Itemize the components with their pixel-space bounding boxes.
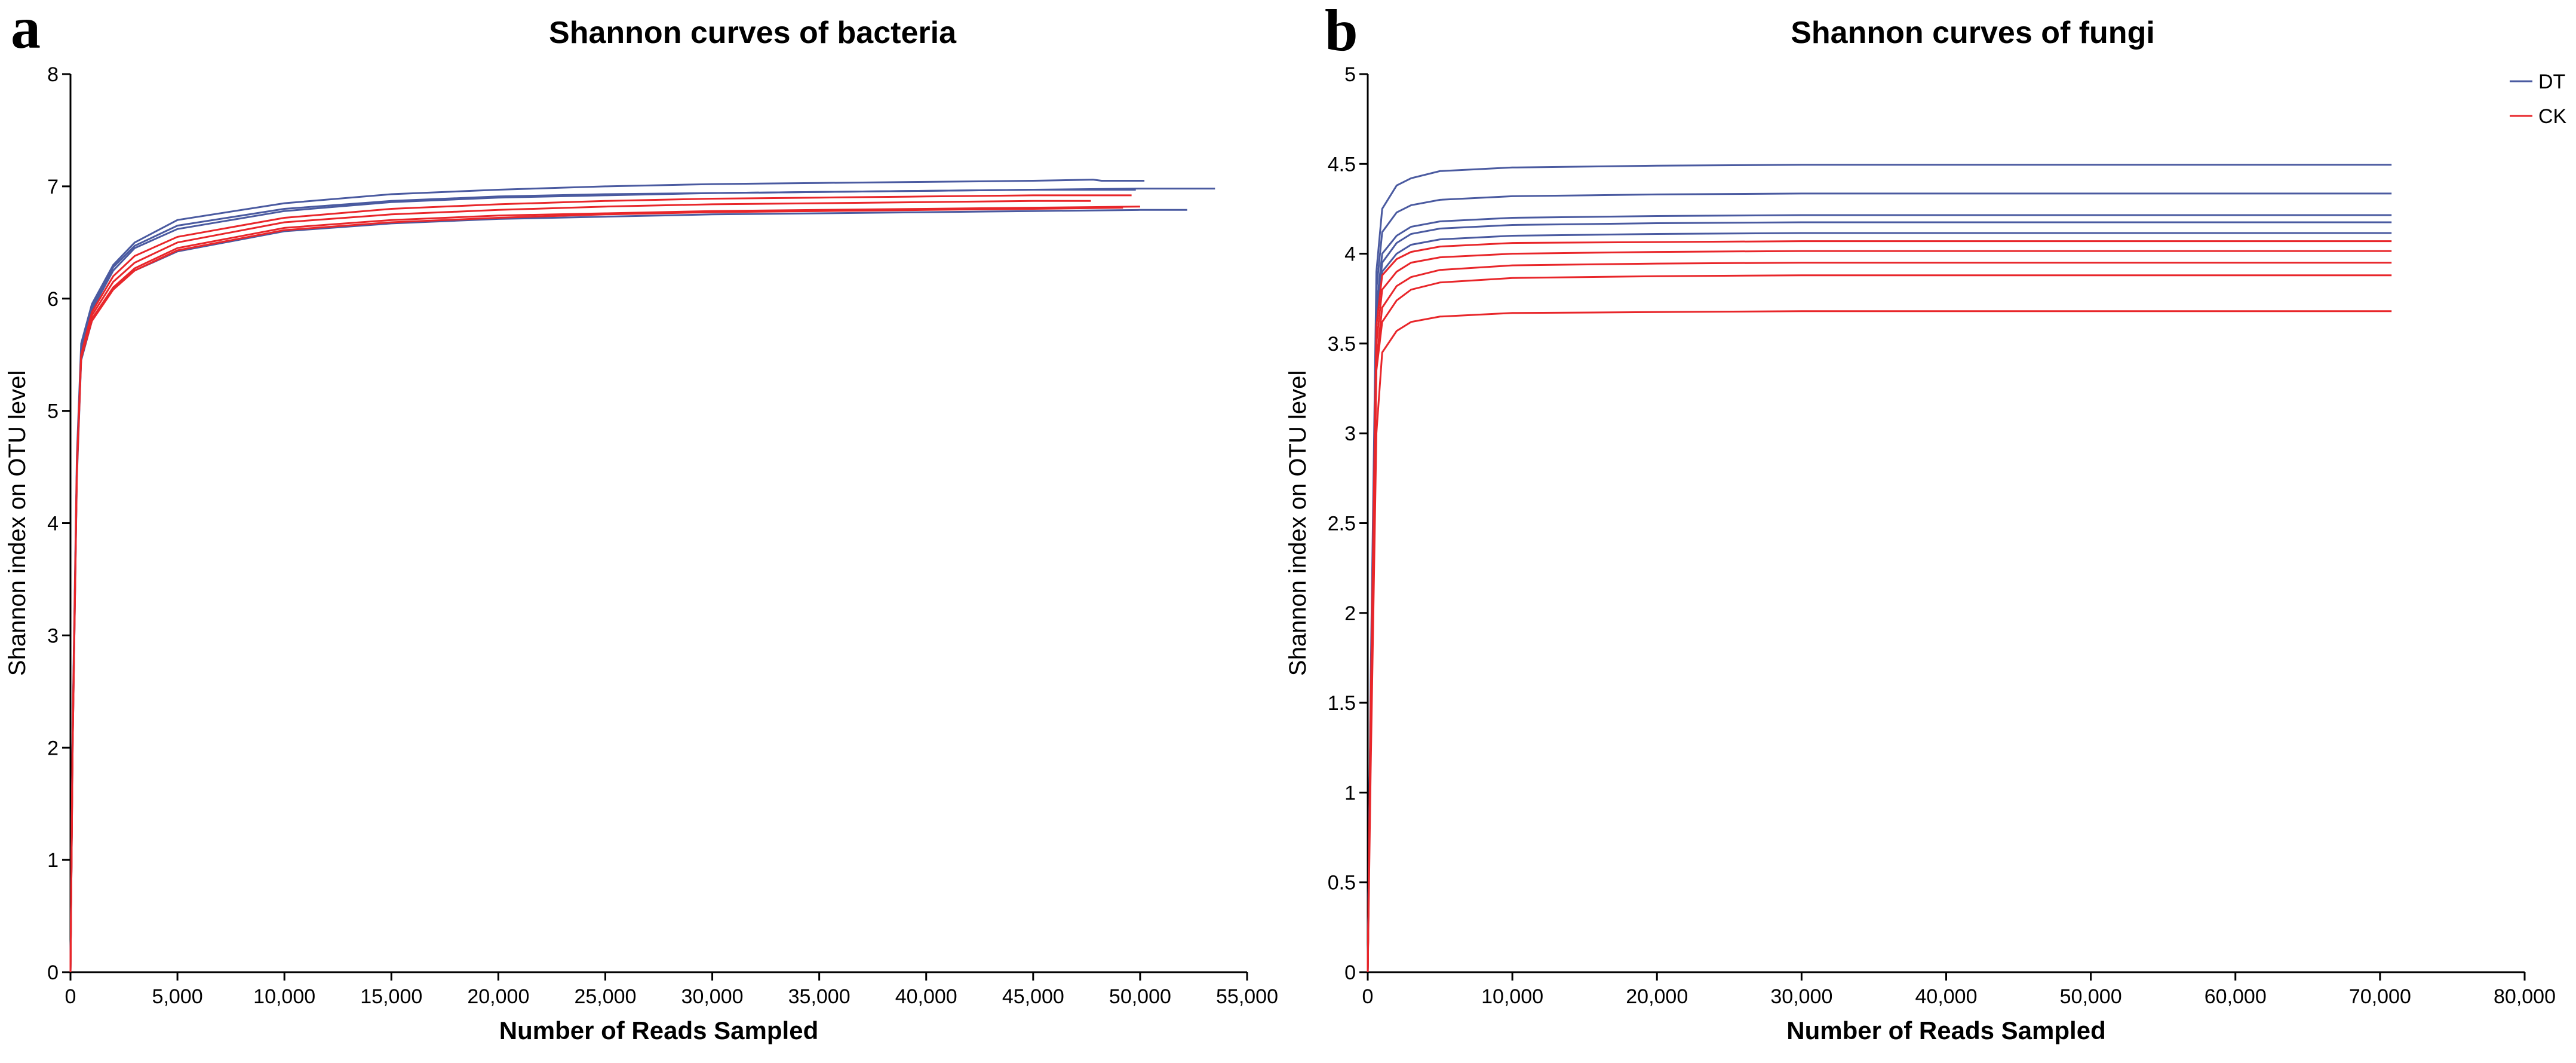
y-tick-label: 3	[1344, 422, 1356, 445]
series-line-ck	[1367, 274, 2392, 973]
y-axis-label: Shannon index on OTU level	[4, 370, 30, 676]
y-tick-label: 4	[1344, 243, 1356, 266]
series-line-ck	[69, 206, 1140, 973]
x-tick-label: 40,000	[895, 985, 957, 1008]
x-tick-label: 35,000	[788, 985, 851, 1008]
y-tick-label: 0.5	[1328, 872, 1356, 894]
y-tick-label: 8	[47, 63, 59, 86]
y-tick-label: 5	[1344, 63, 1356, 86]
legend-label: DT	[2538, 71, 2565, 93]
chart-title: Shannon curves of fungi	[1791, 16, 2155, 50]
series-line-dt	[1367, 164, 2392, 973]
y-tick-label: 2	[47, 737, 59, 759]
panel-label: b	[1325, 0, 1358, 63]
chart-title: Shannon curves of bacteria	[549, 16, 957, 50]
x-tick-label: 15,000	[360, 985, 422, 1008]
series-line-ck	[1367, 250, 2392, 973]
y-tick-label: 1.5	[1328, 692, 1356, 715]
x-tick-label: 0	[65, 985, 76, 1008]
y-tick-label: 0	[1344, 961, 1356, 984]
y-tick-label: 2.5	[1328, 513, 1356, 535]
x-tick-label: 20,000	[467, 985, 529, 1008]
y-tick-label: 6	[47, 288, 59, 311]
y-tick-label: 4	[47, 513, 59, 535]
series-line-dt	[69, 189, 1136, 973]
x-axis-label: Number of Reads Sampled	[499, 1016, 818, 1044]
y-tick-label: 0	[47, 961, 59, 984]
legend-label: CK	[2538, 105, 2567, 128]
y-tick-label: 1	[1344, 782, 1356, 804]
x-tick-label: 40,000	[1915, 985, 1978, 1008]
x-tick-label: 70,000	[2349, 985, 2411, 1008]
x-tick-label: 30,000	[1770, 985, 1832, 1008]
x-tick-label: 30,000	[681, 985, 744, 1008]
y-axis-label: Shannon index on OTU level	[1285, 370, 1311, 676]
series-line-dt	[69, 209, 1187, 973]
series-line-dt	[69, 188, 1215, 973]
x-tick-label: 60,000	[2205, 985, 2267, 1008]
x-tick-label: 45,000	[1002, 985, 1064, 1008]
x-axis-label: Number of Reads Sampled	[1786, 1016, 2105, 1044]
x-tick-label: 55,000	[1216, 985, 1278, 1008]
x-tick-label: 0	[1362, 985, 1374, 1008]
x-tick-label: 50,000	[1109, 985, 1171, 1008]
x-tick-label: 10,000	[253, 985, 315, 1008]
series-line-ck	[1367, 240, 2392, 973]
y-tick-label: 4.5	[1328, 153, 1356, 176]
series-line-ck	[69, 194, 1132, 973]
y-tick-label: 5	[47, 400, 59, 423]
series-line-ck	[69, 207, 1123, 973]
series-line-dt	[1367, 214, 2392, 973]
x-tick-label: 50,000	[2060, 985, 2122, 1008]
y-tick-label: 3	[47, 624, 59, 647]
series-line-ck	[1367, 310, 2392, 973]
series-line-ck	[69, 200, 1091, 973]
y-tick-label: 3.5	[1328, 333, 1356, 356]
series-line-dt	[69, 179, 1145, 973]
x-tick-label: 20,000	[1626, 985, 1688, 1008]
panel-label: a	[11, 0, 41, 61]
x-tick-label: 80,000	[2494, 985, 2556, 1008]
series-line-dt	[1367, 221, 2392, 973]
x-tick-label: 25,000	[574, 985, 636, 1008]
series-line-dt	[1367, 232, 2392, 973]
y-tick-label: 1	[47, 849, 59, 872]
x-tick-label: 5,000	[152, 985, 203, 1008]
y-tick-label: 2	[1344, 602, 1356, 625]
series-line-ck	[1367, 262, 2392, 973]
x-tick-label: 10,000	[1481, 985, 1543, 1008]
y-tick-label: 7	[47, 176, 59, 198]
